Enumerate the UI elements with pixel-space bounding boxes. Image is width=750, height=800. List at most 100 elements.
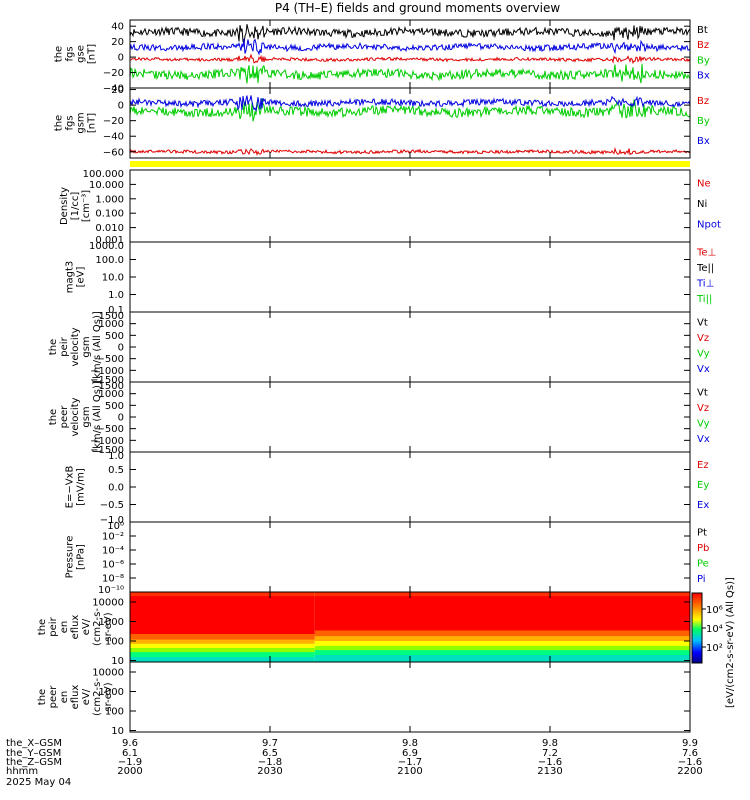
legend-Ne: Ne — [697, 178, 711, 189]
heatmap-cell — [130, 634, 315, 641]
legend-By: By — [697, 116, 710, 127]
colorbar-tick-label: 10⁴ — [706, 624, 723, 635]
heatmap-cell — [314, 650, 690, 656]
x-tick-hhmm: 2030 — [257, 766, 282, 777]
panel-frame — [129, 661, 691, 733]
y-tick-label: 100.000 — [83, 169, 124, 180]
mode-bar — [130, 161, 690, 167]
legend-Pb: Pb — [697, 543, 709, 554]
y-tick-label: 10.000 — [89, 180, 124, 191]
x-tick-y: 7.6 — [682, 748, 698, 759]
y-axis-label: sr-eV) — [103, 682, 114, 711]
y-tick-label: −60 — [103, 147, 124, 158]
x-tick-hhmm: 2000 — [117, 766, 142, 777]
panel-pressure — [129, 521, 691, 593]
y-axis-label: peir — [59, 336, 70, 356]
y-axis-label: Pressure — [65, 536, 76, 579]
y-axis-label: the — [48, 409, 59, 425]
y-axis-label: Density — [59, 187, 70, 225]
y-tick-label: 500 — [105, 331, 124, 342]
y-axis-label: fgs — [65, 115, 76, 130]
x-tick-y: 6.1 — [122, 748, 138, 759]
x-tick-x: 9.6 — [122, 738, 138, 749]
legend-Vt: Vt — [697, 317, 708, 328]
x-tick-y: 7.2 — [542, 748, 558, 759]
heatmap-cell — [314, 592, 690, 597]
y-axis-label: gsm — [76, 112, 87, 133]
panel-fgs-gse — [129, 19, 691, 89]
x-tick-x: 9.9 — [682, 738, 698, 749]
x-tick-y: 6.5 — [262, 748, 278, 759]
y-tick-label: 10000 — [92, 598, 124, 609]
panel-frame — [129, 87, 691, 159]
y-tick-label: 0.5 — [108, 465, 124, 476]
panel-frame — [129, 521, 691, 593]
y-tick-label: 1500 — [99, 381, 124, 392]
y-tick-label: 1000 — [99, 687, 124, 698]
colorbar-tick-label: 10⁶ — [706, 605, 723, 616]
y-axis-label: fgs — [65, 46, 76, 61]
y-axis-label: en — [59, 691, 70, 704]
x-tick-x: 9.8 — [402, 738, 418, 749]
y-tick-label: −1.0 — [100, 515, 124, 526]
legend-Bz: Bz — [697, 96, 709, 107]
panel-frame — [129, 241, 691, 313]
colorbar-label: [eV/(cm2-s-sr-eV) (All Qs)] — [725, 577, 736, 708]
y-tick-label: 10000 — [92, 668, 124, 679]
x-tick-x: 9.7 — [262, 738, 278, 749]
panel-peer-velocity — [129, 381, 691, 453]
y-axis-label: [cm⁻³] — [81, 190, 92, 222]
y-tick-label: 10⁻⁶ — [102, 560, 124, 571]
y-axis-label: the — [37, 619, 48, 635]
y-tick-label: 1000.0 — [89, 241, 124, 252]
heatmap-cell — [130, 648, 315, 653]
y-axis-label: eV/ — [81, 618, 92, 635]
y-axis-label: peer — [48, 685, 59, 709]
panel-efield — [129, 451, 691, 523]
y-axis-label: [nPa] — [76, 544, 87, 570]
legend-Vx: Vx — [697, 364, 710, 375]
legend-Bx: Bx — [697, 136, 710, 147]
y-tick-label: 100 — [105, 707, 124, 718]
y-tick-label: 0.001 — [95, 235, 124, 246]
y-tick-label: 10⁻⁸ — [102, 574, 124, 585]
panel-density — [129, 169, 691, 243]
heatmap-cell — [130, 592, 315, 597]
heatmap-cell — [130, 643, 315, 649]
series-By-line — [129, 63, 691, 84]
legend-Ex: Ex — [697, 500, 709, 511]
y-axis-label: eflux — [70, 685, 81, 710]
legend-Te⊥: Te⊥ — [696, 247, 716, 258]
panel-frame — [129, 311, 691, 383]
y-tick-label: 0.010 — [95, 223, 124, 234]
colorbar-scale — [691, 592, 703, 664]
panel-peer-eflux — [129, 661, 691, 733]
legend-Vy: Vy — [697, 418, 710, 429]
y-axis-label: eflux — [70, 615, 81, 640]
x-tick-hhmm: 2130 — [537, 766, 562, 777]
series-By-line — [129, 98, 691, 122]
y-axis-label: [nT] — [87, 113, 98, 133]
heatmap-cell — [130, 652, 315, 658]
y-axis-label: peir — [48, 616, 59, 636]
y-tick-label: −40 — [103, 132, 124, 143]
y-tick-label: 40 — [111, 22, 124, 33]
page-title: P4 (TH–E) fields and ground moments over… — [274, 1, 561, 15]
series-Bz-line — [129, 146, 691, 156]
series-Bt-line — [129, 24, 691, 45]
panel-fgs-gsm — [129, 87, 691, 159]
y-axis-label: [km/s (All Qs)] — [92, 311, 103, 383]
y-axis-label: sr-eV) — [103, 612, 114, 641]
y-axis-label: gsm — [81, 406, 92, 427]
y-axis-label: gsm — [81, 336, 92, 357]
heatmap-cell — [314, 596, 690, 631]
y-axis-label: the — [54, 115, 65, 131]
legend-Vy: Vy — [697, 348, 710, 359]
colorbar — [691, 592, 706, 664]
y-tick-label: 10⁻¹⁰ — [98, 585, 124, 596]
y-axis-label: velocity — [70, 327, 81, 366]
y-tick-label: 0 — [118, 53, 124, 64]
heatmap-cell — [130, 639, 315, 645]
x-axis-row-label: hhmm — [6, 766, 38, 777]
